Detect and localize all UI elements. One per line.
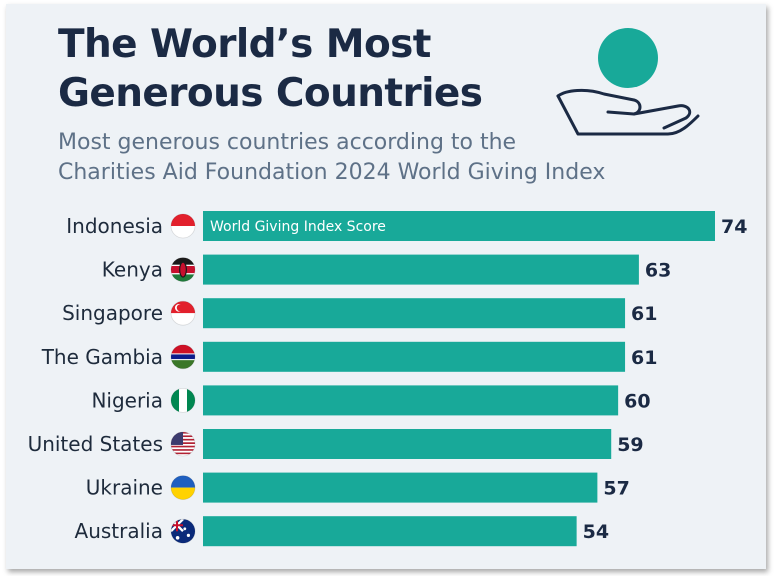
- country-label: Ukraine: [86, 476, 163, 500]
- chart-title: The World’s Most Generous Countries: [58, 20, 483, 118]
- ukraine-flag-icon: [170, 475, 196, 501]
- bar: [203, 341, 626, 372]
- bar: [203, 211, 715, 241]
- chart-subtitle: Most generous countries according to the…: [58, 128, 678, 188]
- country-label: Australia: [75, 519, 163, 543]
- country-label: The Gambia: [41, 345, 163, 369]
- giving-hand-icon: [556, 28, 700, 136]
- country-label: Singapore: [62, 301, 163, 325]
- bar-chart: Indonesia 74 World Giving Index Score Kenya…: [28, 211, 747, 547]
- bar-row-united-states: United States 59: [28, 429, 644, 459]
- value-label: 63: [645, 260, 671, 282]
- value-label: 57: [603, 478, 629, 500]
- bar-row-kenya: Kenya 63: [102, 254, 671, 285]
- bar: [203, 254, 639, 285]
- chart-card: The World’s Most Generous Countries Most…: [6, 4, 766, 569]
- country-label: Nigeria: [91, 388, 163, 412]
- bar-row-ukraine: Ukraine 57: [86, 472, 630, 503]
- bar: [203, 516, 577, 547]
- value-label: 61: [631, 347, 657, 369]
- chart-subtitle-line-1: Most generous countries according to the: [58, 130, 517, 155]
- series-label: World Giving Index Score: [210, 219, 386, 235]
- country-label: United States: [28, 432, 163, 456]
- country-label: Kenya: [102, 258, 163, 282]
- value-label: 60: [624, 390, 650, 412]
- bar: [203, 298, 626, 329]
- coin-icon: [598, 28, 658, 88]
- nigeria-flag-icon: [170, 387, 196, 413]
- value-label: 54: [583, 521, 609, 543]
- singapore-flag-icon: [170, 300, 196, 326]
- chart-title-line-2: Generous Countries: [58, 71, 483, 116]
- bar-row-singapore: Singapore 61: [62, 298, 658, 329]
- bar-row-the-gambia: The Gambia 61: [41, 341, 658, 372]
- kenya-flag-icon: [170, 257, 196, 283]
- value-label: 61: [631, 303, 657, 325]
- chart-title-line-1: The World’s Most: [58, 22, 431, 67]
- bar-row-indonesia: Indonesia 74 World Giving Index Score: [66, 211, 747, 241]
- australia-flag-icon: [170, 518, 196, 544]
- usa-flag-icon: [170, 431, 196, 457]
- bar: [203, 472, 598, 503]
- value-label: 74: [721, 216, 747, 238]
- country-label: Indonesia: [66, 214, 163, 238]
- indonesia-flag-icon: [170, 213, 196, 239]
- bar: [203, 429, 612, 459]
- bar-row-australia: Australia 54: [75, 516, 609, 547]
- bar: [203, 385, 619, 416]
- value-label: 59: [617, 434, 643, 456]
- bar-row-nigeria: Nigeria 60: [91, 385, 651, 416]
- chart-subtitle-line-2: Charities Aid Foundation 2024 World Givi…: [58, 160, 606, 185]
- gambia-flag-icon: [170, 344, 196, 370]
